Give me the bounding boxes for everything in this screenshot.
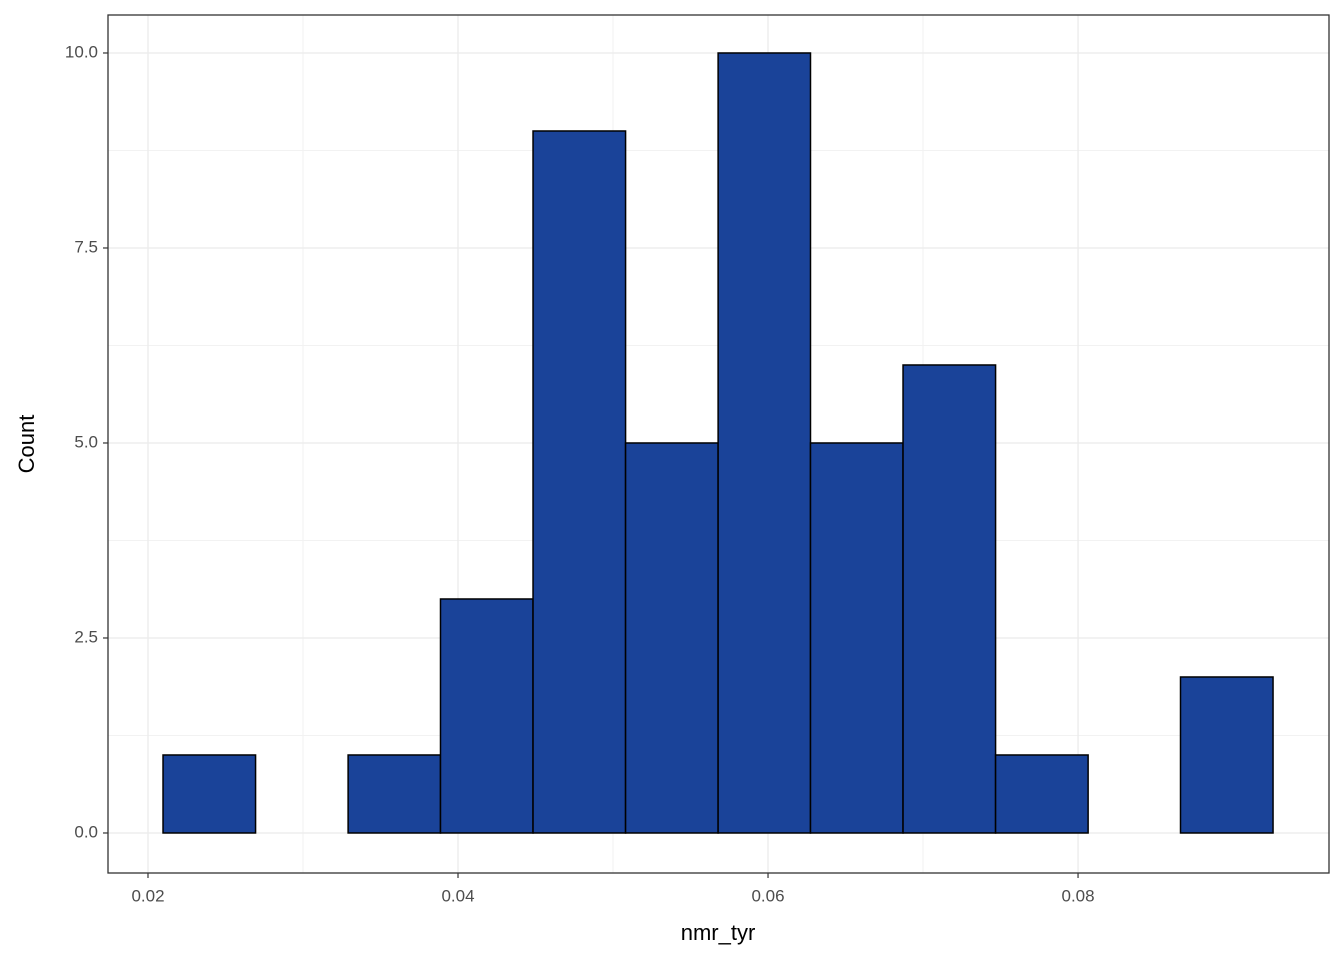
bar [439, 598, 534, 834]
panel-border [107, 14, 1330, 874]
x-tick-label: 0.04 [441, 886, 474, 905]
y-tick-label: 2.5 [74, 627, 98, 646]
x-tick-label: 0.08 [1061, 886, 1094, 905]
bar [902, 364, 997, 834]
bar [532, 130, 627, 834]
y-tick-label: 5.0 [74, 432, 98, 451]
x-axis-title: nmr_tyr [681, 920, 756, 945]
bar [624, 442, 719, 834]
y-tick-label: 10.0 [65, 42, 98, 61]
x-tick-label: 0.02 [131, 886, 164, 905]
y-tick-label: 0.0 [74, 822, 98, 841]
bar [1179, 676, 1274, 834]
x-tick-label: 0.06 [751, 886, 784, 905]
y-axis-title: Count [14, 415, 39, 474]
bar [994, 754, 1089, 834]
bar [717, 52, 812, 834]
bar [809, 442, 904, 834]
bar [162, 754, 257, 834]
bar [347, 754, 442, 834]
y-tick-label: 7.5 [74, 237, 98, 256]
